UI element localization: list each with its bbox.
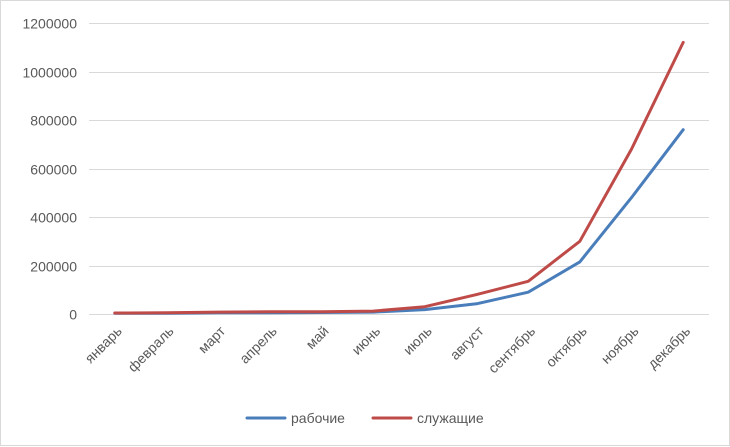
x-tick-label: апрель <box>236 323 280 367</box>
x-tick-label: август <box>447 322 487 362</box>
x-tick-label: декабрь <box>644 323 693 372</box>
legend-label-1: рабочие <box>291 410 345 426</box>
x-tick-label: октябрь <box>542 323 589 370</box>
y-tick-label: 800000 <box>30 113 77 129</box>
x-tick-label: июнь <box>348 323 383 358</box>
y-axis-ticks: 0 200000 400000 600000 800000 1000000 1200000 <box>22 16 77 323</box>
series-lines <box>115 42 684 313</box>
series-line-2 <box>115 42 683 313</box>
series-line-1 <box>115 130 683 314</box>
legend-label-2: служащие <box>417 410 484 426</box>
gridlines <box>89 24 709 315</box>
x-tick-label: июль <box>400 323 435 358</box>
x-tick-label: май <box>302 323 331 352</box>
y-tick-label: 600000 <box>30 162 77 178</box>
y-tick-label: 400000 <box>30 210 77 226</box>
x-tick-label: сентябрь <box>485 323 538 376</box>
y-tick-label: 0 <box>69 307 77 323</box>
y-tick-label: 200000 <box>30 259 77 275</box>
y-tick-label: 1000000 <box>22 65 77 81</box>
x-tick-label: март <box>195 322 229 356</box>
y-tick-label: 1200000 <box>22 16 77 32</box>
x-tick-label: февраль <box>124 323 176 375</box>
x-tick-label: ноябрь <box>598 323 642 367</box>
legend: рабочие служащие <box>247 410 484 426</box>
x-tick-label: январь <box>81 323 124 366</box>
